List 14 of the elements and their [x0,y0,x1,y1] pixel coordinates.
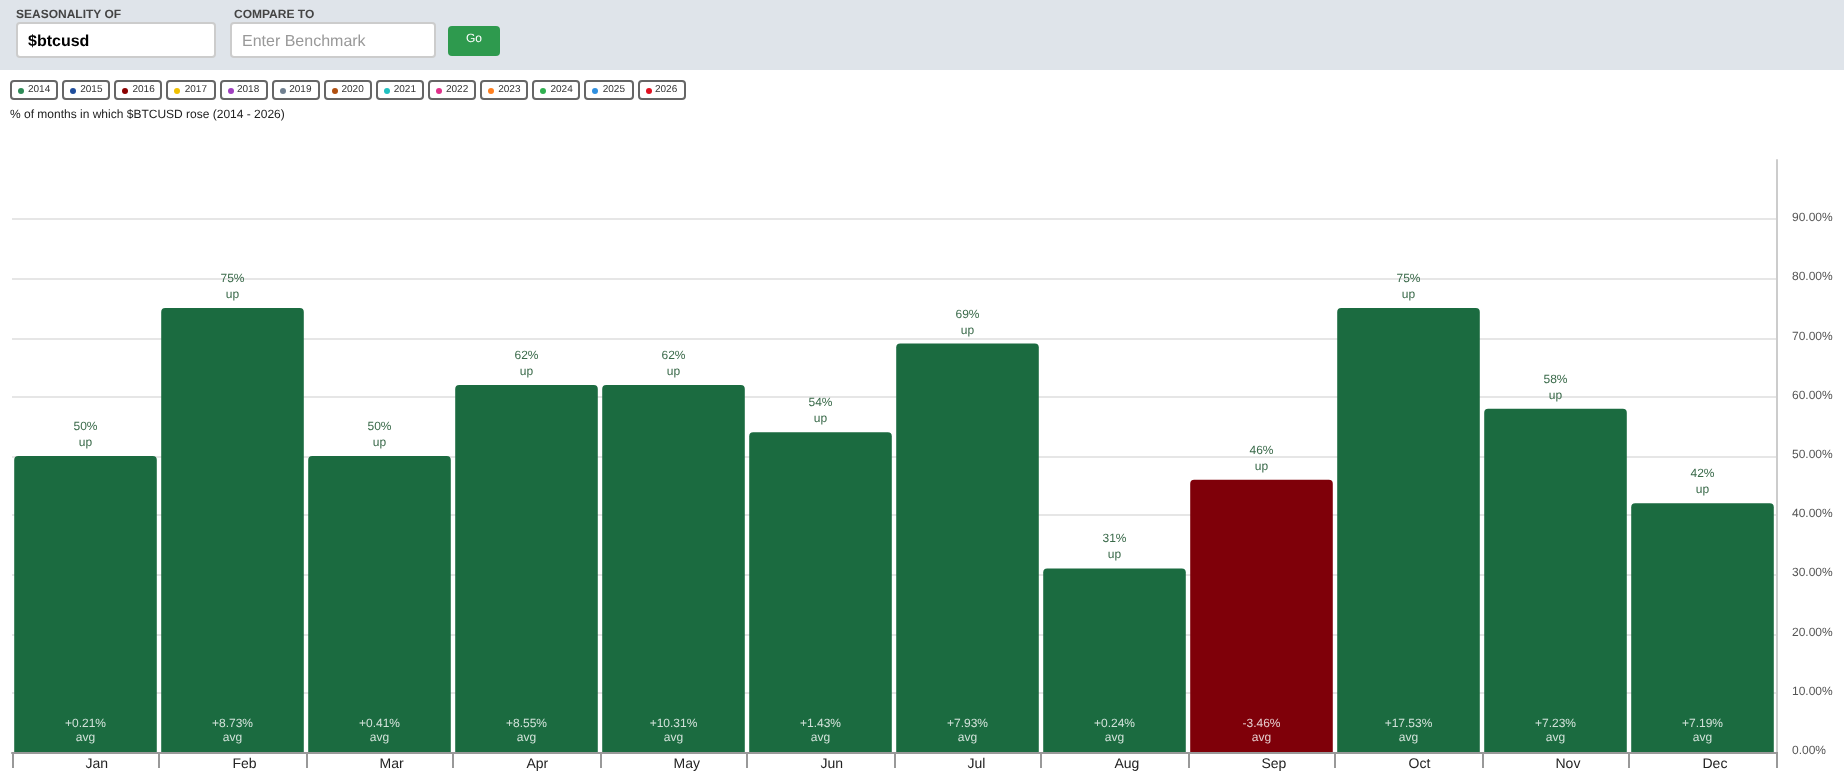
bar [308,456,451,752]
bar [1190,479,1333,752]
bar [749,432,892,752]
bar [602,384,745,752]
bar [1631,503,1774,752]
text-field: Enter Benchmark [230,22,436,58]
bar [455,384,598,752]
bar [1043,568,1186,752]
bar [1337,308,1480,752]
bar [14,456,157,752]
bar [896,343,1039,752]
bar [161,308,304,752]
bar [1484,408,1627,752]
text-field: $btcusd [16,22,216,58]
